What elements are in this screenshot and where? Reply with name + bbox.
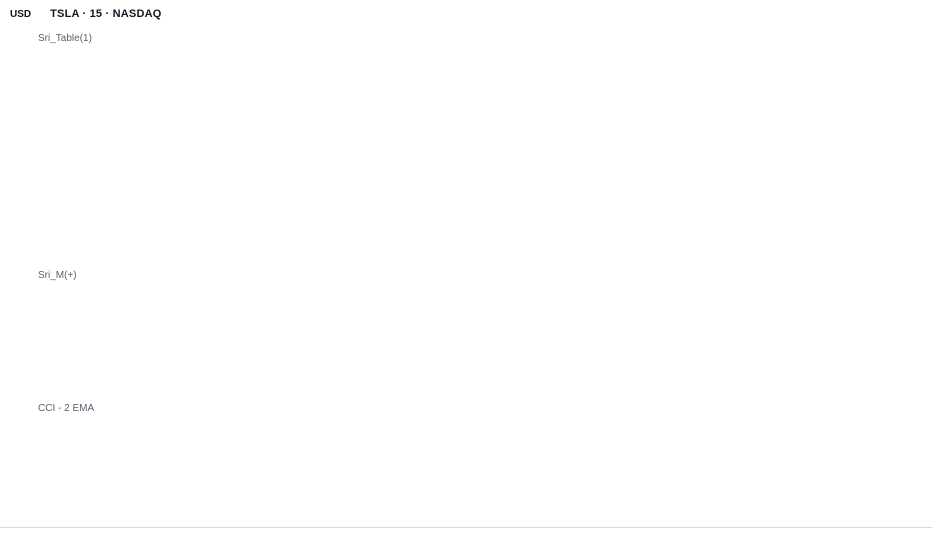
last-price-tag: 249.97: [8, 112, 40, 123]
chart-header: USD TSLA · 15 · NASDAQ: [10, 8, 162, 20]
indicator-label-sri-m[interactable]: Sri_M(+): [38, 270, 77, 281]
time-axis[interactable]: [0, 527, 932, 550]
currency-label[interactable]: USD: [10, 8, 32, 20]
symbol-title[interactable]: TSLA · 15 · NASDAQ: [50, 8, 162, 20]
price-change-tag: -30.86%: [5, 125, 43, 136]
indicator-label-sri-table[interactable]: Sri_Table(1): [38, 33, 92, 44]
indicator-label-cci[interactable]: CCI - 2 EMA: [38, 403, 95, 414]
